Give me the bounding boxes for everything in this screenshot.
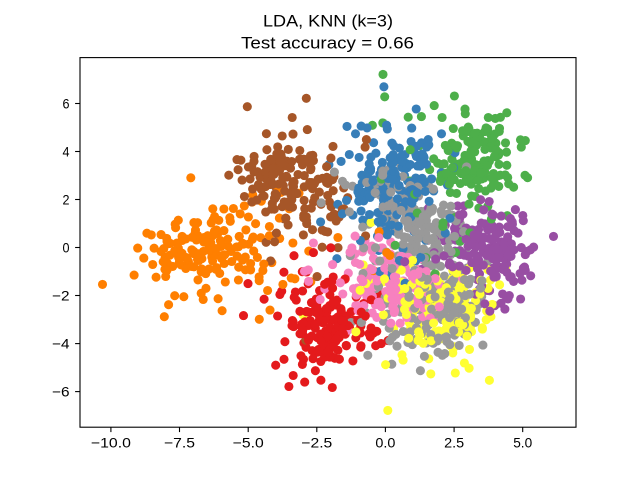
svg-text:LDA, KNN (k=3): LDA, KNN (k=3) bbox=[263, 11, 393, 30]
svg-text:−6: −6 bbox=[52, 384, 70, 400]
svg-text:−10.0: −10.0 bbox=[91, 435, 131, 451]
svg-text:−5.0: −5.0 bbox=[233, 435, 264, 451]
svg-text:−2: −2 bbox=[52, 288, 70, 304]
svg-text:0: 0 bbox=[63, 240, 70, 256]
svg-text:6: 6 bbox=[63, 96, 70, 112]
svg-text:−4: −4 bbox=[52, 336, 70, 352]
svg-text:4: 4 bbox=[63, 144, 70, 160]
svg-text:2: 2 bbox=[63, 192, 70, 208]
svg-text:2.5: 2.5 bbox=[444, 435, 464, 451]
svg-text:−7.5: −7.5 bbox=[164, 435, 195, 451]
svg-text:0.0: 0.0 bbox=[375, 435, 395, 451]
svg-text:Test accuracy = 0.66: Test accuracy = 0.66 bbox=[241, 34, 414, 53]
svg-text:−2.5: −2.5 bbox=[301, 435, 332, 451]
svg-text:5.0: 5.0 bbox=[513, 435, 532, 451]
